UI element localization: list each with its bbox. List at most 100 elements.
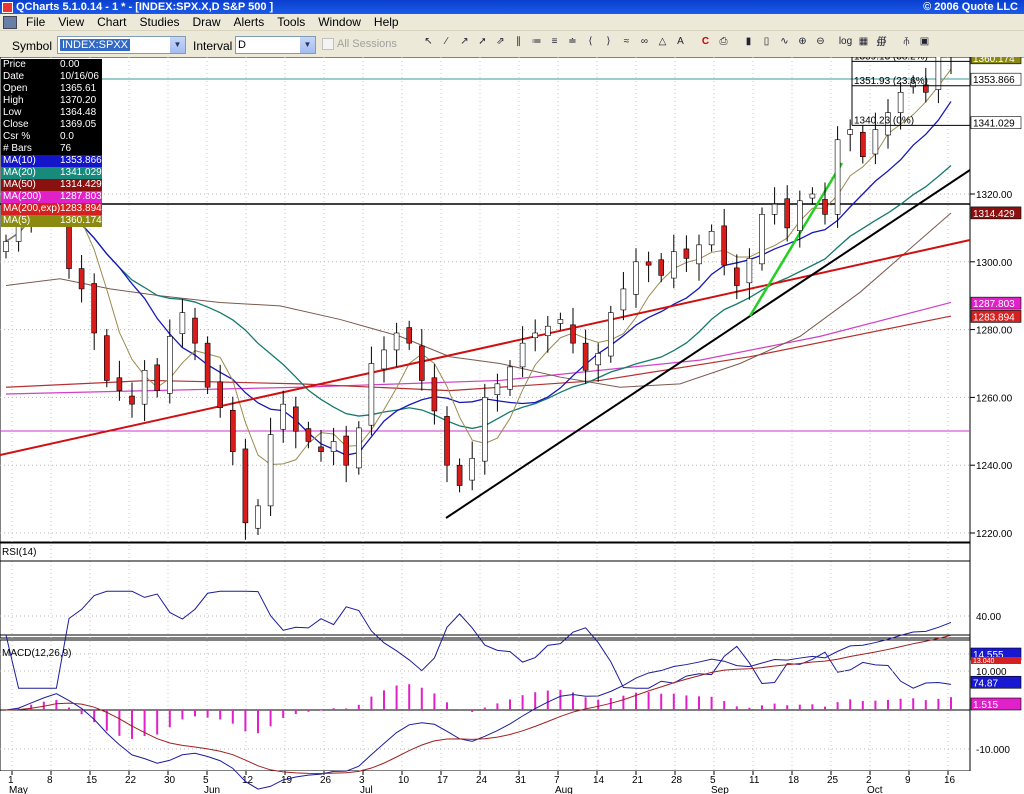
bar-chart-icon[interactable]: ▮ — [745, 36, 752, 47]
chevron-down-icon[interactable]: ▼ — [300, 37, 315, 53]
price-tag — [970, 57, 1022, 65]
fib-label: 1340.23 (0%) — [854, 115, 914, 126]
candle-body — [733, 267, 740, 286]
date-tick-label: 16 — [944, 775, 956, 786]
info-row: MA(50) 1314.429 — [1, 179, 102, 191]
arrow-tool-icon[interactable]: ⇗ — [496, 36, 505, 47]
alert-icon[interactable]: C — [701, 36, 710, 47]
info-key: Price — [3, 59, 26, 70]
menu-alerts[interactable]: Alerts — [233, 15, 265, 29]
cycle-lines-icon[interactable]: ∞ — [640, 36, 649, 47]
menu-help[interactable]: Help — [373, 15, 399, 29]
price-tag-label: 1314.429 — [973, 209, 1015, 220]
triangle-icon[interactable]: △ — [658, 36, 667, 47]
month-label: Jul — [360, 785, 373, 794]
print-icon[interactable]: ⎙ — [719, 36, 728, 47]
candle-body — [444, 416, 450, 466]
menu-window[interactable]: Window — [318, 15, 361, 29]
candle-body — [242, 448, 249, 524]
interval-combo[interactable]: D ▼ — [235, 36, 316, 54]
date-tick-label: 15 — [86, 775, 98, 786]
checkbox-icon[interactable] — [322, 38, 334, 50]
candle-body — [431, 377, 438, 412]
zoom-out-icon[interactable]: ⊖ — [816, 36, 825, 47]
candle-body — [167, 336, 173, 394]
candle-body — [633, 261, 639, 295]
candle-body — [318, 446, 324, 452]
rsi-pane — [0, 542, 971, 639]
price-tick-label: 1260.00 — [976, 393, 1013, 404]
menu-tools[interactable]: Tools — [277, 15, 306, 29]
info-row: MA(200,exp) 1283.894 — [1, 203, 102, 215]
candle-body — [154, 364, 160, 391]
channel-icon[interactable]: ≔ — [531, 36, 542, 47]
log-scale-icon[interactable]: log — [838, 36, 853, 47]
grid-icon[interactable]: ▦ — [858, 36, 869, 47]
chevron-down-icon[interactable]: ▼ — [170, 37, 185, 53]
candle-body — [847, 129, 854, 135]
info-value: 0.0 — [60, 131, 74, 142]
macd-signal-tag-label: 13.040 — [973, 658, 995, 665]
candle-body — [494, 383, 501, 395]
date-tick-label: 11 — [749, 775, 760, 786]
fibonacci-icon[interactable]: ≡ — [551, 36, 558, 47]
candle-body — [607, 312, 614, 357]
fan-lines-icon[interactable]: ⟩ — [606, 36, 611, 47]
candle-body — [658, 259, 665, 276]
candle-body — [885, 112, 891, 136]
candle-body — [78, 268, 85, 290]
zoom-in-icon[interactable]: ⊕ — [798, 36, 807, 47]
regression-icon[interactable]: ≈ — [623, 36, 630, 47]
price-tick-label: 1240.00 — [976, 461, 1013, 472]
info-row: MA(20) 1341.029 — [1, 167, 102, 179]
info-key: MA(20) — [3, 167, 36, 178]
interval-label: Interval — [193, 39, 233, 53]
date-tick-label: 14 — [593, 775, 605, 786]
candle-body — [557, 319, 564, 324]
menu-studies[interactable]: Studies — [139, 15, 180, 29]
toolbar: Symbol INDEX:SPXX ▼ Interval D ▼ — [0, 31, 1024, 58]
pin-icon[interactable]: ⫚ — [903, 36, 910, 47]
menu-file[interactable]: File — [26, 15, 46, 29]
price-tag — [970, 72, 1022, 86]
date-tick-label: 2 — [866, 775, 872, 786]
ray-tool-icon[interactable]: ↗ — [460, 36, 469, 47]
month-label: Aug — [555, 785, 573, 794]
candle-body — [381, 349, 387, 370]
candle-body — [507, 366, 513, 390]
menu-view[interactable]: View — [58, 15, 85, 29]
candle-body — [796, 200, 803, 231]
speed-lines-icon[interactable]: ≐ — [568, 36, 577, 47]
candle-body — [179, 312, 186, 334]
candle-body — [418, 345, 425, 381]
rsi-label: RSI(14) — [2, 547, 36, 558]
studies-icon[interactable]: ∰ — [876, 36, 887, 47]
info-value: 1283.894 — [60, 203, 102, 214]
candle-body — [595, 353, 602, 366]
extended-line-icon[interactable]: ➚ — [478, 36, 487, 47]
line-chart-icon[interactable]: ∿ — [780, 36, 789, 47]
gann-fan-icon[interactable]: ⟨ — [588, 36, 593, 47]
menu-chart[interactable]: Chart — [97, 15, 127, 29]
parallel-lines-icon[interactable]: ∥ — [516, 36, 521, 47]
info-key: Open — [3, 83, 28, 94]
menu-draw[interactable]: Draw — [192, 15, 221, 29]
info-row: # Bars 76 — [1, 143, 102, 155]
document-icon[interactable] — [3, 15, 17, 29]
candle-body — [759, 214, 765, 265]
window-icon[interactable]: ▣ — [919, 36, 930, 47]
candle-body — [910, 81, 917, 88]
candle-chart-icon[interactable]: ▯ — [763, 36, 770, 47]
symbol-combo[interactable]: INDEX:SPXX ▼ — [57, 36, 186, 54]
month-label: Sep — [711, 785, 729, 794]
pointer-icon[interactable]: ↖ — [424, 36, 433, 47]
interval-value: D — [238, 39, 246, 51]
info-row: Open 1365.61 — [1, 83, 102, 95]
candle-body — [532, 332, 539, 339]
candle-body — [809, 193, 816, 199]
text-tool-icon[interactable]: A — [677, 36, 684, 47]
all-sessions-checkbox[interactable]: All Sessions — [322, 38, 397, 50]
line-tool-icon[interactable]: ∕ — [445, 36, 448, 47]
month-label: May — [9, 785, 28, 794]
chart-area[interactable]: 1220.001240.001260.001280.001300.001320.… — [0, 57, 1024, 794]
